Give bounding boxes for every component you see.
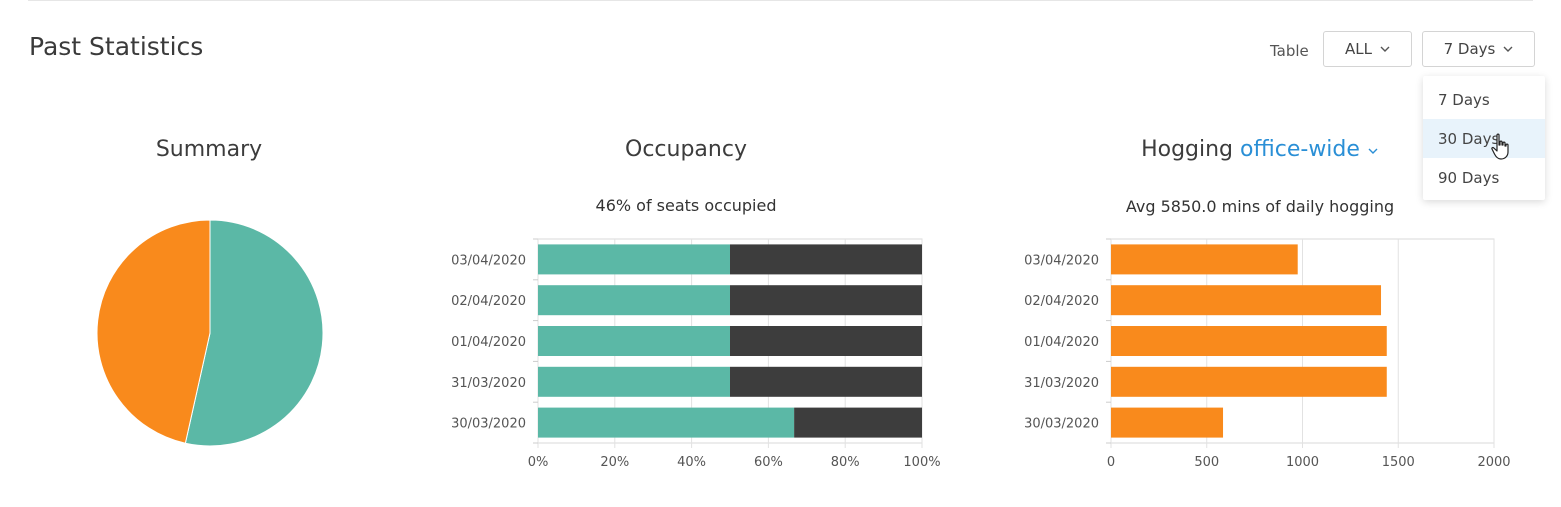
period-option-90-days[interactable]: 90 Days — [1438, 168, 1500, 187]
occupancy-bar-chart: 0% 20% 40% 60% 80% 100% 03/04/2020 02/04/2020 01… — [451, 238, 940, 470]
bar-3-series-0 — [538, 366, 730, 397]
x-tick-label: 500 — [1194, 455, 1219, 470]
chevron-down-icon — [1503, 46, 1513, 52]
summary-pie-chart — [96, 219, 324, 447]
y-tick-label: 03/04/2020 — [451, 253, 526, 268]
y-tick-label: 01/04/2020 — [451, 335, 526, 350]
hogging-scope-dropdown[interactable]: office-wide — [1240, 137, 1379, 162]
x-tick-label: 0% — [528, 455, 549, 470]
summary-chart-title: Summary — [155, 137, 263, 162]
hogging-title-text: Hogging — [1141, 137, 1234, 162]
bar-3-series-1 — [730, 366, 922, 397]
y-tick-label: 03/04/2020 — [1024, 253, 1099, 268]
bar-2-series-1 — [730, 326, 922, 356]
hand-cursor-icon — [1491, 133, 1509, 160]
bar-4-series-0 — [538, 407, 795, 438]
y-tick-label: 02/04/2020 — [451, 294, 526, 309]
page-title: Past Statistics — [29, 32, 204, 61]
x-tick-label: 0 — [1107, 455, 1115, 470]
x-tick-label: 80% — [831, 455, 860, 470]
bar-0-series-0 — [538, 244, 730, 275]
period-option-7-days[interactable]: 7 Days — [1438, 90, 1490, 109]
y-tick-label: 30/03/2020 — [1024, 417, 1099, 432]
period-dropdown-menu: 7 Days 30 Days 90 Days — [1423, 76, 1545, 200]
x-tick-label: 1500 — [1382, 455, 1415, 470]
x-tick-label: 20% — [600, 455, 629, 470]
bar-3 — [1111, 366, 1387, 397]
hogging-bar-chart: 0 500 1000 1500 2000 03/04/2020 02/04/2020 01/0… — [1024, 238, 1511, 470]
table-filter-label: Table — [1270, 42, 1309, 60]
x-tick-label: 1000 — [1286, 455, 1319, 470]
x-tick-label: 40% — [677, 455, 706, 470]
bar-4-series-1 — [794, 407, 922, 438]
hogging-chart-title: Hogging office-wide — [1060, 137, 1460, 162]
occupancy-subtitle: 46% of seats occupied — [595, 196, 777, 215]
bar-0-series-1 — [730, 244, 922, 275]
chevron-down-icon — [1368, 148, 1378, 154]
y-tick-label: 30/03/2020 — [451, 417, 526, 432]
bar-2-series-0 — [538, 326, 730, 356]
y-tick-label: 01/04/2020 — [1024, 335, 1099, 350]
period-value: 7 Days — [1443, 40, 1496, 58]
y-tick-label: 31/03/2020 — [1024, 376, 1099, 391]
x-tick-label: 2000 — [1477, 455, 1510, 470]
period-option-30-days[interactable]: 30 Days — [1423, 119, 1545, 158]
occupancy-chart-title: Occupancy — [625, 137, 747, 162]
bar-0 — [1111, 244, 1298, 275]
top-divider — [28, 0, 1533, 1]
period-dropdown[interactable]: 7 Days — [1422, 31, 1535, 67]
bar-1-series-1 — [730, 285, 922, 316]
pie-slice-1 — [96, 219, 211, 444]
bar-2 — [1111, 326, 1387, 356]
y-tick-label: 31/03/2020 — [451, 376, 526, 391]
y-tick-label: 02/04/2020 — [1024, 294, 1099, 309]
hogging-subtitle: Avg 5850.0 mins of daily hogging — [1125, 197, 1395, 216]
table-filter-dropdown[interactable]: ALL — [1323, 31, 1412, 67]
bar-1-series-0 — [538, 285, 730, 316]
hogging-scope-label: office-wide — [1240, 137, 1360, 162]
x-tick-label: 60% — [754, 455, 783, 470]
chevron-down-icon — [1380, 46, 1390, 52]
pie-slice-0 — [184, 219, 324, 447]
x-tick-label: 100% — [903, 455, 940, 470]
bar-4 — [1111, 407, 1224, 438]
bar-1 — [1111, 285, 1382, 316]
table-filter-value: ALL — [1345, 40, 1372, 58]
